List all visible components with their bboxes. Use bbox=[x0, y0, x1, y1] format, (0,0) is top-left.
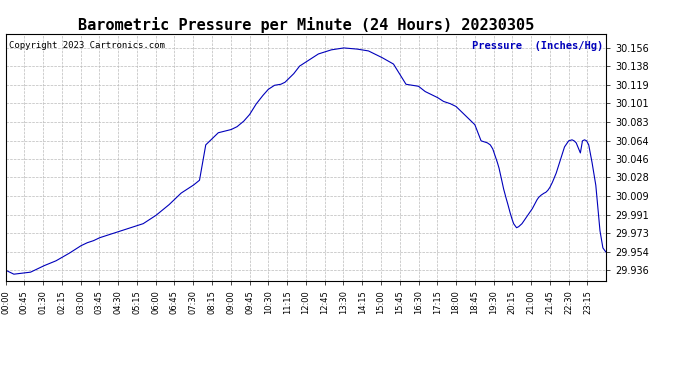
Title: Barometric Pressure per Minute (24 Hours) 20230305: Barometric Pressure per Minute (24 Hours… bbox=[77, 16, 534, 33]
Text: Pressure  (Inches/Hg): Pressure (Inches/Hg) bbox=[471, 41, 603, 51]
Text: Copyright 2023 Cartronics.com: Copyright 2023 Cartronics.com bbox=[8, 41, 164, 50]
